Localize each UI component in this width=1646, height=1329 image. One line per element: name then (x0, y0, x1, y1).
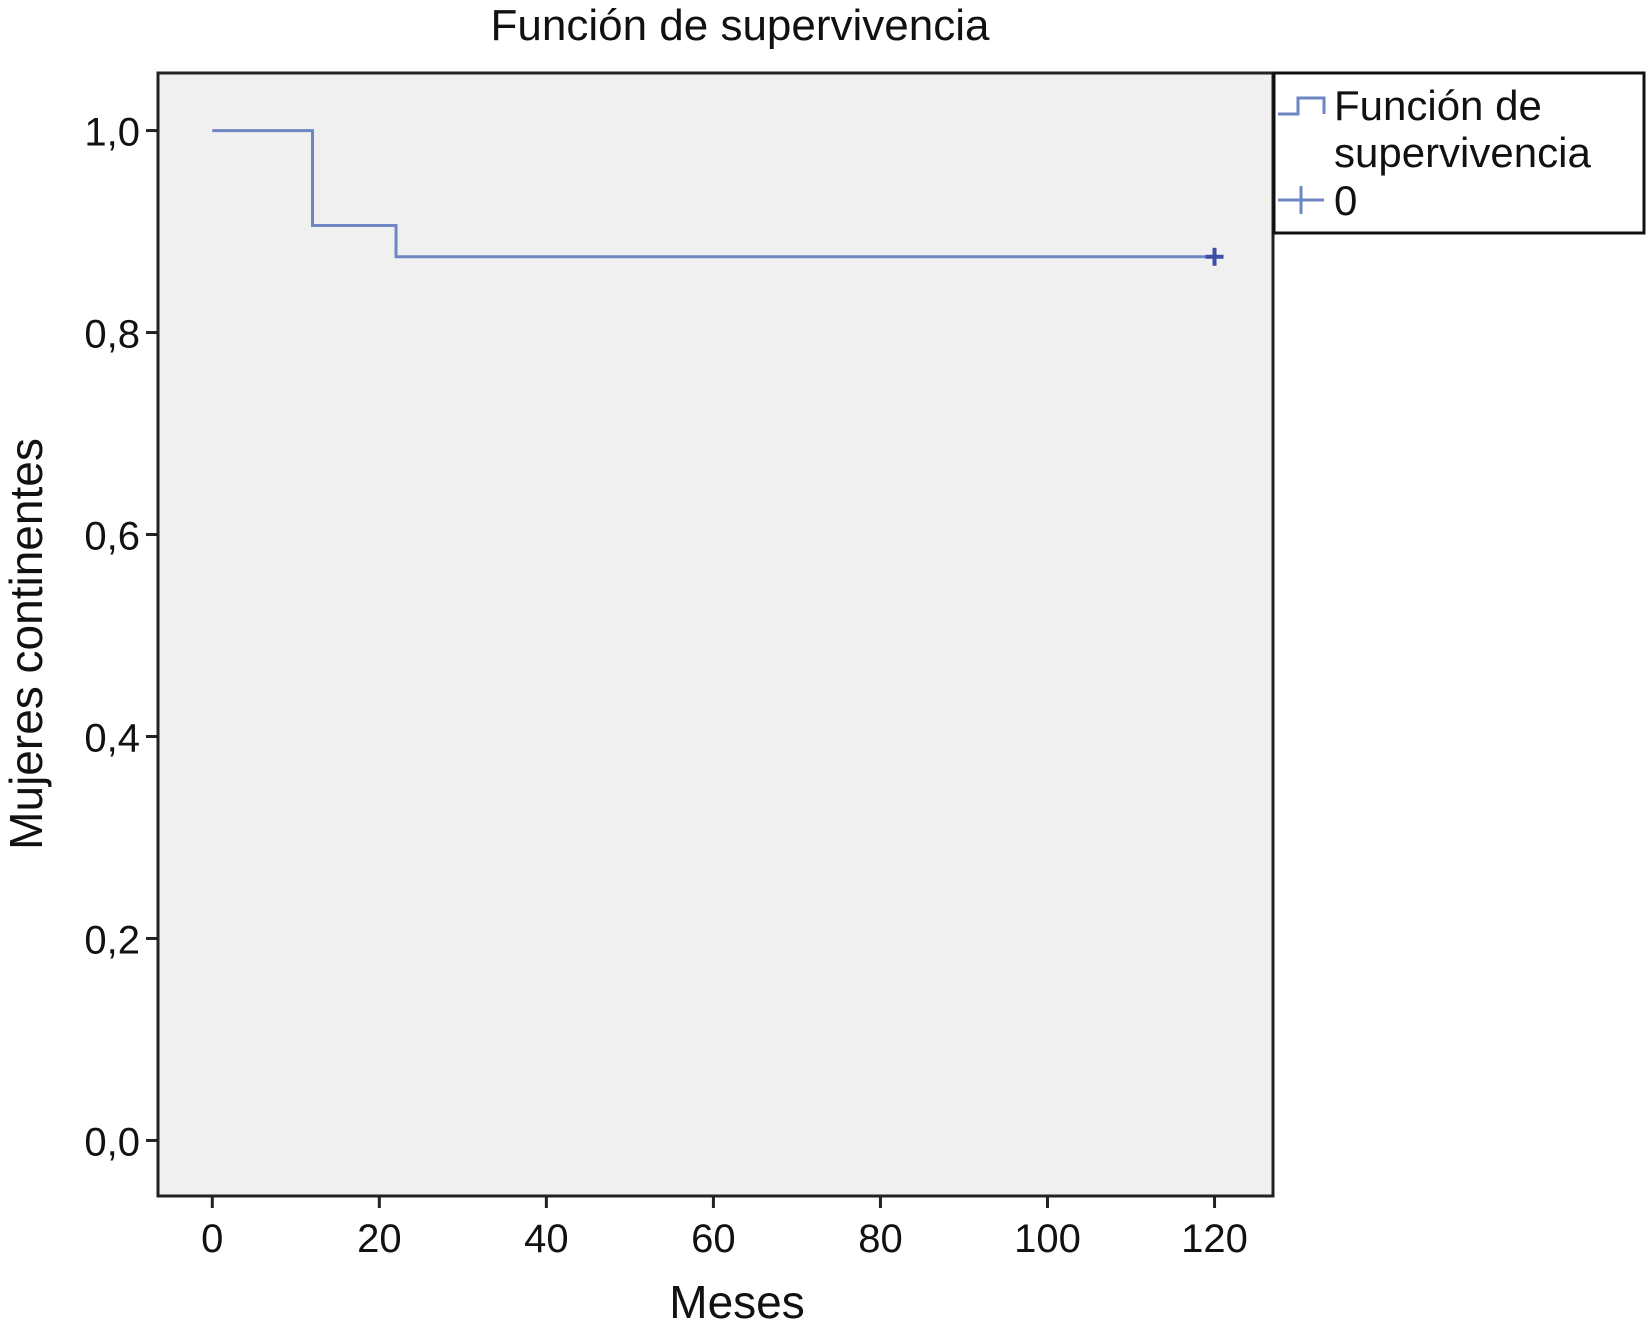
legend-step-symbol (1278, 96, 1326, 116)
y-tick-label: 0,8 (84, 313, 140, 357)
legend-label: supervivencia (1334, 129, 1591, 176)
plot-area (156, 71, 1275, 1198)
x-tick-label: 80 (858, 1217, 903, 1261)
y-tick-label: 0,2 (84, 918, 140, 962)
y-axis-label: Mujeres continentes (0, 438, 52, 850)
x-axis-label: Meses (669, 1276, 804, 1328)
survival-step-line (212, 129, 1215, 259)
x-tick-label: 0 (201, 1217, 223, 1261)
y-tick-label: 0,0 (84, 1120, 140, 1164)
legend-box (1272, 71, 1646, 235)
x-tick-label: 20 (357, 1217, 402, 1261)
y-tick-label: 1,0 (84, 111, 140, 155)
chart-title: Función de supervivencia (491, 1, 990, 50)
legend-label: 0 (1334, 177, 1357, 224)
y-tick-label: 0,4 (84, 716, 140, 760)
x-tick-label: 120 (1181, 1217, 1248, 1261)
y-axis: 0,0 0,2 0,4 0,6 0,8 1,0 (84, 111, 158, 1164)
y-tick-label: 0,6 (84, 515, 140, 559)
x-tick-label: 40 (524, 1217, 569, 1261)
x-tick-label: 60 (691, 1217, 736, 1261)
legend-label: Función de (1334, 82, 1542, 129)
x-axis: 0 20 40 60 80 100 120 (201, 1196, 1248, 1261)
series-layer (212, 129, 1224, 266)
x-tick-label: 100 (1014, 1217, 1081, 1261)
